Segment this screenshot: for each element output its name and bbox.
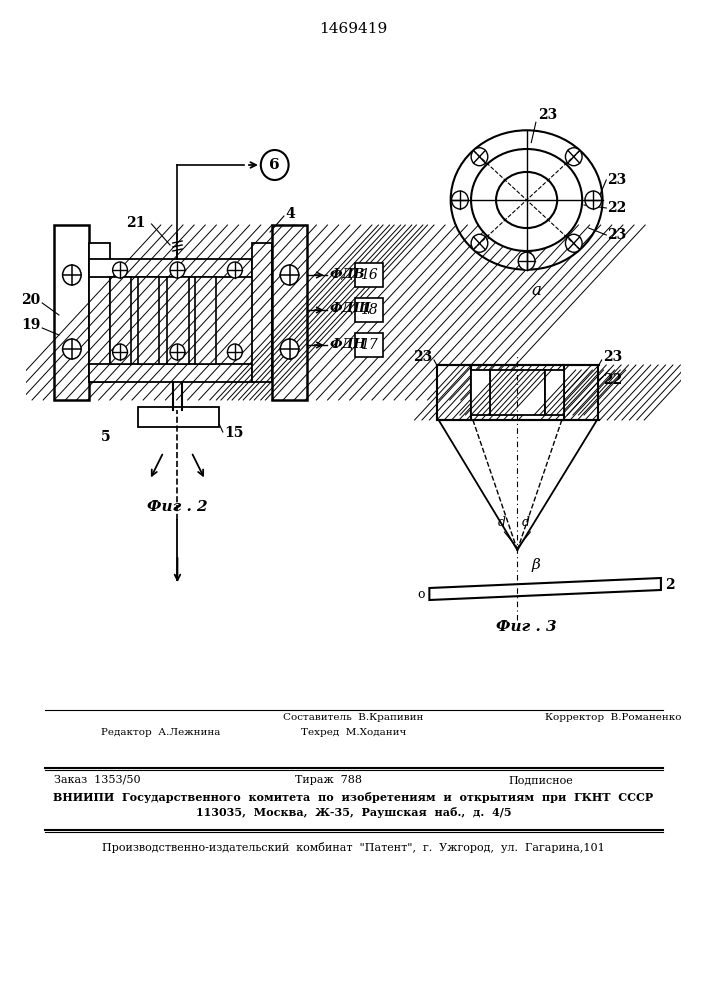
Circle shape xyxy=(280,265,299,285)
Text: ФДН: ФДН xyxy=(329,338,366,351)
Text: 17: 17 xyxy=(361,338,378,352)
Circle shape xyxy=(585,191,602,209)
Text: 23: 23 xyxy=(604,350,623,364)
Circle shape xyxy=(261,150,288,180)
Circle shape xyxy=(471,234,488,252)
Bar xyxy=(356,298,383,322)
Bar xyxy=(272,225,307,400)
Text: d: d xyxy=(522,516,530,528)
Bar xyxy=(110,277,131,364)
Text: o: o xyxy=(417,587,425,600)
Ellipse shape xyxy=(471,149,582,251)
Circle shape xyxy=(566,148,582,166)
Circle shape xyxy=(170,344,185,360)
Text: 6: 6 xyxy=(269,158,280,172)
Circle shape xyxy=(518,252,535,270)
Text: 23: 23 xyxy=(413,350,432,364)
Circle shape xyxy=(112,344,127,360)
Circle shape xyxy=(112,262,127,278)
Text: 21: 21 xyxy=(126,216,145,230)
Ellipse shape xyxy=(496,172,557,228)
Text: 23: 23 xyxy=(607,228,626,242)
Bar xyxy=(471,370,489,415)
Text: 2: 2 xyxy=(665,578,675,592)
Circle shape xyxy=(471,148,488,166)
Text: β: β xyxy=(531,558,540,572)
Text: Подписное: Подписное xyxy=(508,775,573,785)
Text: Заказ  1353/50: Заказ 1353/50 xyxy=(54,775,141,785)
Text: ФДВ: ФДВ xyxy=(329,267,365,280)
Text: 1469419: 1469419 xyxy=(320,22,387,36)
Text: 5: 5 xyxy=(100,430,110,444)
Text: Корректор  В.Романенко: Корректор В.Романенко xyxy=(545,713,682,722)
Text: 20: 20 xyxy=(21,293,40,307)
Text: Фиг . 3: Фиг . 3 xyxy=(496,620,557,634)
Circle shape xyxy=(228,344,243,360)
Text: Тираж  788: Тираж 788 xyxy=(295,775,362,785)
Text: Техред  М.Ходанич: Техред М.Ходанич xyxy=(300,728,406,737)
Bar xyxy=(356,263,383,287)
Bar xyxy=(138,407,219,427)
Text: Фиг . 2: Фиг . 2 xyxy=(147,500,208,514)
Circle shape xyxy=(63,339,81,359)
Bar xyxy=(90,259,252,277)
Text: 23: 23 xyxy=(538,108,557,122)
Circle shape xyxy=(566,234,582,252)
Text: Редактор  А.Лежнина: Редактор А.Лежнина xyxy=(100,728,220,737)
Bar xyxy=(437,365,472,420)
Bar xyxy=(545,370,563,415)
Bar xyxy=(138,277,159,364)
Bar xyxy=(90,243,110,382)
Text: 16: 16 xyxy=(361,268,378,282)
Text: Составитель  В.Крапивин: Составитель В.Крапивин xyxy=(284,713,423,722)
Bar xyxy=(563,365,598,420)
Text: d: d xyxy=(498,516,506,528)
Text: 113035,  Москва,  Ж-35,  Раушская  наб.,  д.  4/5: 113035, Москва, Ж-35, Раушская наб., д. … xyxy=(196,807,511,818)
Bar xyxy=(489,370,545,415)
Circle shape xyxy=(280,339,299,359)
Circle shape xyxy=(228,262,243,278)
Text: 4: 4 xyxy=(286,207,296,221)
Text: 22: 22 xyxy=(604,373,623,387)
Ellipse shape xyxy=(450,130,602,270)
Text: a: a xyxy=(531,282,541,299)
Text: ВНИИПИ  Государственного  комитета  по  изобретениям  и  открытиям  при  ГКНТ  С: ВНИИПИ Государственного комитета по изоб… xyxy=(53,792,653,803)
Text: 22: 22 xyxy=(607,201,626,215)
Text: 15: 15 xyxy=(223,426,243,440)
Text: 23: 23 xyxy=(607,173,626,187)
Bar xyxy=(195,277,216,364)
Text: 19: 19 xyxy=(21,318,40,332)
Circle shape xyxy=(170,262,185,278)
Circle shape xyxy=(63,265,81,285)
Bar xyxy=(471,365,563,420)
Bar xyxy=(168,277,189,364)
Text: 18: 18 xyxy=(361,303,378,317)
Circle shape xyxy=(452,191,468,209)
Bar xyxy=(54,225,90,400)
Bar xyxy=(356,333,383,357)
Polygon shape xyxy=(429,578,661,600)
Bar xyxy=(90,364,252,382)
Bar xyxy=(252,243,272,382)
Text: ФДЩ: ФДЩ xyxy=(329,302,371,316)
Text: Производственно-издательский  комбинат  "Патент",  г.  Ужгород,  ул.  Гагарина,1: Производственно-издательский комбинат "П… xyxy=(102,842,604,853)
